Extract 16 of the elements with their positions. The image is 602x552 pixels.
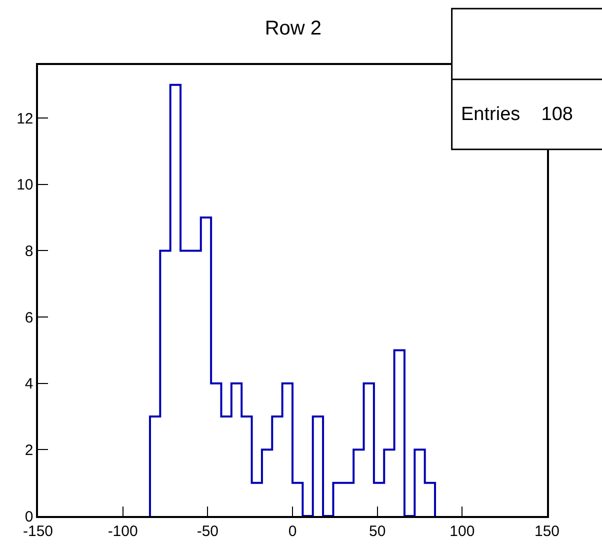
y-tick-label: 2 xyxy=(24,442,34,459)
chart-title: Row 2 xyxy=(264,18,322,40)
x-tick-label: 100 xyxy=(450,522,475,540)
y-tick-label: 0 xyxy=(24,508,34,526)
x-tick-label: -50 xyxy=(196,522,219,540)
x-tick-label: -150 xyxy=(22,522,54,540)
y-tick-label: 8 xyxy=(24,242,34,260)
x-tick-label: -100 xyxy=(108,522,138,540)
y-tick-label: 12 xyxy=(16,110,34,128)
annotation: Entries 108 xyxy=(461,104,573,125)
x-tick-label: 150 xyxy=(534,522,560,540)
x-tick-label: 50 xyxy=(368,522,386,540)
x-tick-label: 0 xyxy=(288,522,297,540)
y-tick-label: 4 xyxy=(24,376,34,393)
y-tick-label: 10 xyxy=(16,176,34,194)
y-tick-label: 6 xyxy=(24,309,34,326)
